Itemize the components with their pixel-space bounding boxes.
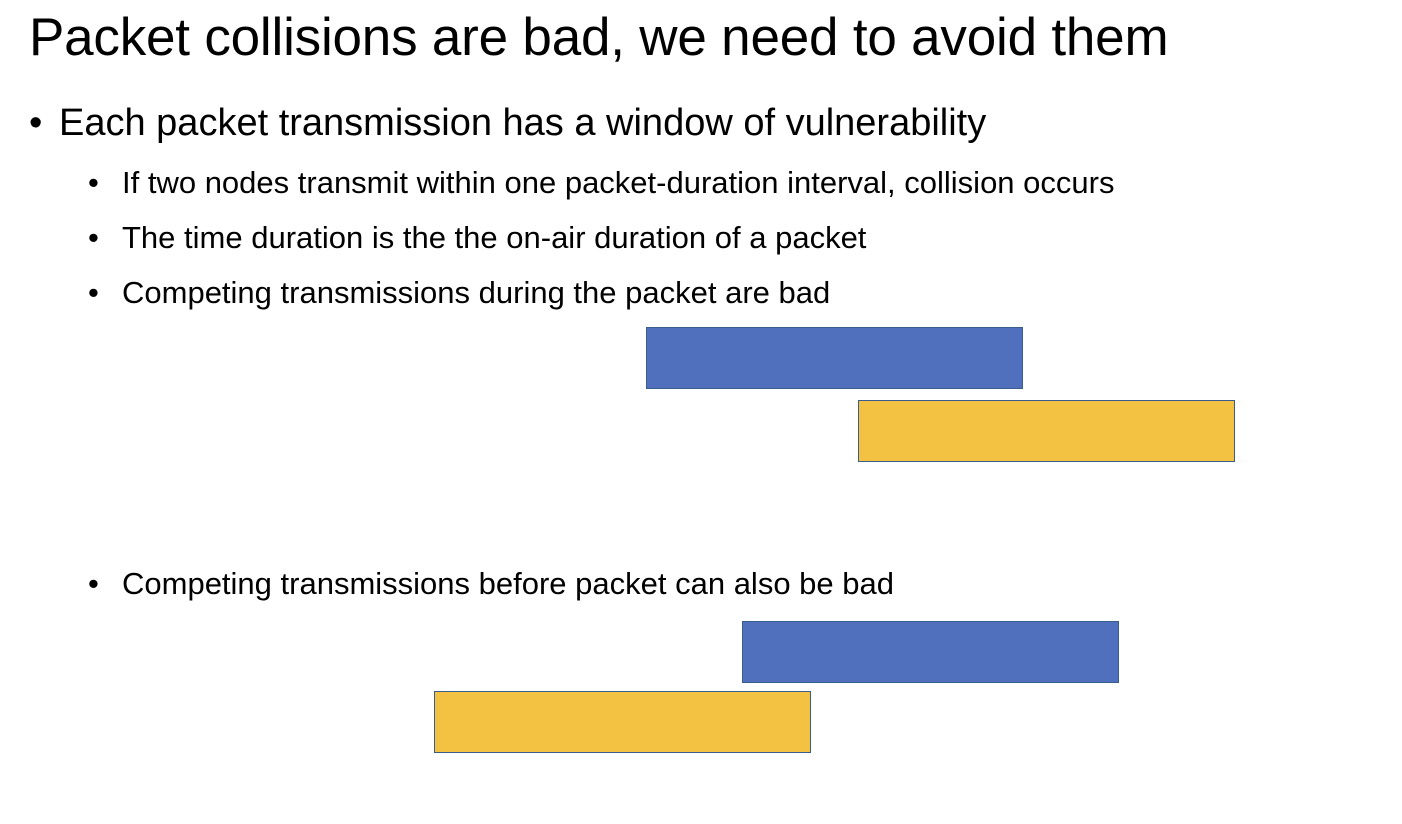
competing-packet-bar-during: [858, 400, 1235, 462]
bullet-text: The time duration is the the on-air dura…: [122, 220, 867, 255]
bullet-window-of-vulnerability: • Each packet transmission has a window o…: [29, 100, 986, 146]
bullet-text: Competing transmissions before packet ca…: [122, 566, 894, 601]
competing-packet-bar-before: [434, 691, 811, 753]
bullet-dot: •: [88, 165, 99, 200]
bullet-text: Each packet transmission has a window of…: [59, 102, 987, 144]
bullet-time-duration: • The time duration is the the on-air dur…: [88, 219, 866, 257]
bullet-dot: •: [88, 566, 99, 601]
packet-bar-during: [646, 327, 1023, 389]
bullet-dot: •: [88, 275, 99, 310]
packet-bar-before: [742, 621, 1119, 683]
bullet-dot: •: [88, 220, 99, 255]
bullet-collision-interval: • If two nodes transmit within one packet…: [88, 164, 1114, 202]
slide-title: Packet collisions are bad, we need to av…: [29, 8, 1169, 67]
bullet-text: Competing transmissions during the packe…: [122, 275, 831, 310]
bullet-dot: •: [29, 102, 43, 144]
bullet-competing-during: • Competing transmissions during the pack…: [88, 274, 830, 312]
bullet-text: If two nodes transmit within one packet-…: [122, 165, 1115, 200]
bullet-competing-before: • Competing transmissions before packet c…: [88, 565, 894, 603]
